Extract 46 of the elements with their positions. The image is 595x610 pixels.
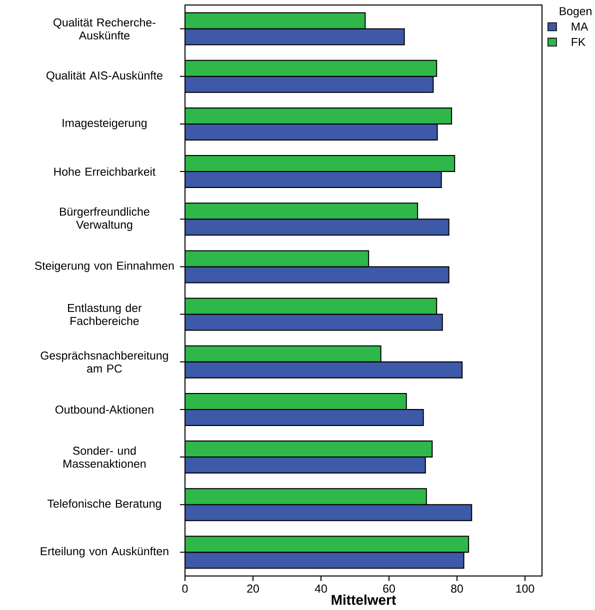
x-tick-label: 100: [516, 584, 534, 593]
y-tick-label: Qualität Recherche-Auskünfte: [54, 18, 156, 40]
y-tick-label: Hohe Erreichbarkeit: [54, 167, 156, 176]
y-tick-label: Gesprächsnachbereitung am PC: [40, 351, 168, 373]
y-tick-label: Qualität AIS-Auskünfte: [46, 71, 162, 82]
legend-title: Bogen: [560, 7, 592, 18]
bar: [185, 408, 424, 426]
x-tick-label: 60: [383, 584, 395, 593]
bar: [185, 440, 433, 458]
bar: [185, 314, 443, 331]
legend-label: MA: [572, 22, 588, 31]
bar: [185, 552, 464, 569]
bar: [185, 361, 463, 378]
bar: [185, 218, 450, 236]
bar: [185, 76, 434, 93]
bar: [185, 107, 452, 124]
bar: [185, 392, 407, 410]
bar: [185, 171, 442, 188]
x-tick-label: 40: [314, 584, 327, 593]
y-tick-label: Telefonische Beratung: [47, 499, 161, 510]
bar: [185, 250, 370, 268]
y-tick-label: Entlastung der Fachbereiche: [68, 304, 142, 326]
y-tick-label: Steigerung von Einnahmen: [34, 261, 174, 272]
y-tick-label: Imagesteigerung: [62, 118, 147, 130]
bar: [185, 345, 382, 362]
bar: [185, 456, 426, 474]
x-axis-title: Mittelwert: [332, 594, 396, 605]
bar: [185, 12, 366, 30]
y-tick-label: Bürgerfreundliche Verwaltung: [60, 207, 150, 231]
bar: [185, 28, 405, 46]
bar: [185, 60, 438, 77]
x-tick-label: 20: [247, 584, 259, 593]
bar: [185, 488, 427, 506]
x-tick-label: 80: [451, 584, 463, 593]
y-tick-label: Sonder- und Massenaktionen: [64, 446, 146, 468]
y-tick-label: Outbound-Aktionen: [55, 405, 154, 414]
bar: [185, 202, 418, 220]
bar: [185, 155, 456, 172]
bar: [185, 123, 438, 140]
bar: [185, 536, 470, 553]
y-tick-label: Erteilung von Auskünften: [40, 546, 168, 558]
x-tick-label: 0: [182, 584, 188, 593]
bar: [185, 504, 472, 522]
bar: [185, 298, 438, 315]
bar: [185, 266, 450, 284]
legend-label: FK: [572, 38, 586, 46]
